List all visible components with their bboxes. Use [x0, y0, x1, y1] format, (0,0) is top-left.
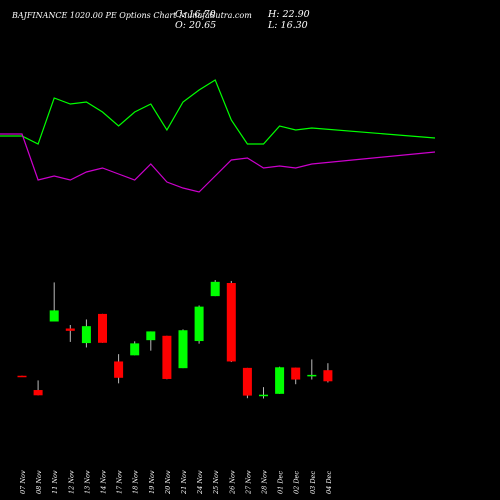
x-tick-label: 28 Nov [261, 470, 269, 495]
x-tick-label: 04 Dec [325, 471, 333, 494]
candle-up [81, 326, 91, 344]
x-tick-label: 01 Dec [277, 471, 285, 494]
candle-down [242, 367, 252, 396]
x-tick-label: 19 Nov [148, 470, 156, 494]
x-tick-label: 02 Dec [293, 471, 301, 494]
candle-up [178, 330, 188, 369]
low-value: L: 16.30 [268, 20, 308, 31]
candle-up [275, 367, 285, 394]
candle-down [98, 313, 107, 343]
x-tick-label: 08 Nov [35, 470, 43, 494]
candle-down [17, 375, 27, 378]
indicator-line-upper [0, 79, 436, 145]
x-tick-label: 14 Nov [100, 470, 108, 494]
candle-up [210, 281, 220, 297]
x-tick-label: 13 Nov [83, 470, 91, 494]
x-tick-label: 24 Nov [196, 470, 204, 495]
x-tick-label: 03 Dec [309, 471, 317, 494]
indicator-line-lower [0, 133, 436, 193]
candle-down [33, 390, 43, 396]
x-tick-label: 21 Nov [180, 470, 188, 495]
candle-down [65, 328, 75, 331]
chart-title: BAJFINANCE 1020.00 PE Options Chart Muna… [12, 11, 252, 20]
candle-down [226, 283, 236, 362]
candle-up [146, 331, 156, 341]
candle-up [130, 343, 140, 356]
x-tick-label: 11 Nov [51, 470, 59, 494]
x-tick-label: 07 Nov [19, 470, 27, 494]
candle-down [114, 361, 124, 378]
candle-down [323, 370, 333, 382]
candle-down [291, 367, 301, 380]
candle-up [259, 394, 268, 397]
candle-down [162, 335, 172, 379]
x-tick-label: 25 Nov [212, 470, 220, 495]
x-tick-label: 12 Nov [67, 470, 75, 494]
x-tick-label: 26 Nov [228, 470, 236, 495]
high-value: H: 22.90 [268, 9, 310, 20]
candle-up [49, 310, 59, 322]
candle-up [307, 374, 317, 377]
x-tick-label: 17 Nov [116, 470, 124, 494]
x-tick-label: 18 Nov [132, 470, 140, 494]
x-tick-label: 20 Nov [164, 470, 172, 495]
open-value: O: 20.65 [175, 20, 217, 31]
candle-up [194, 306, 204, 342]
close-value: C: 16.70 [175, 9, 216, 20]
x-tick-label: 27 Nov [244, 470, 252, 495]
